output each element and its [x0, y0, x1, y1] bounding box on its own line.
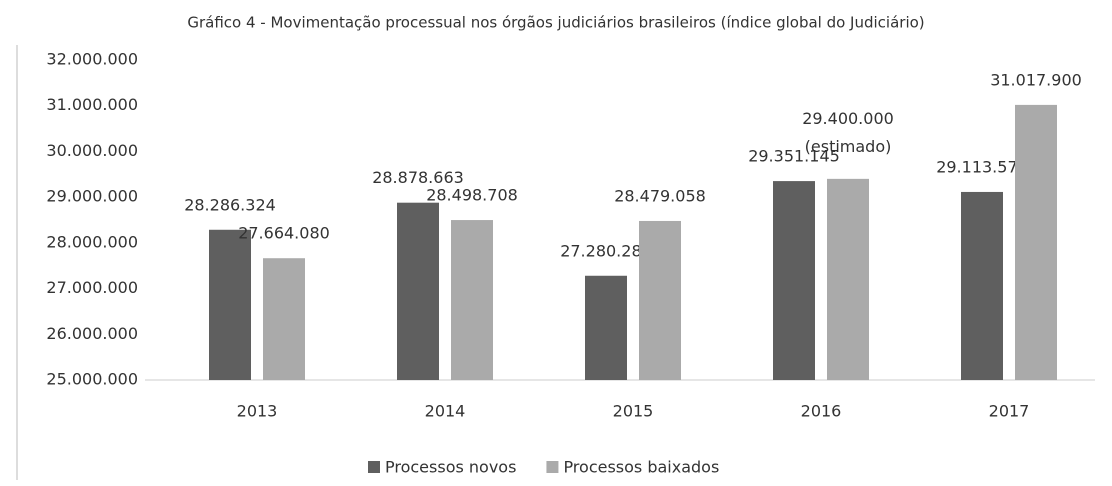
bar	[397, 202, 439, 380]
data-label-line: 29.400.000	[802, 108, 894, 127]
x-tick-label: 2016	[801, 402, 842, 421]
bar	[639, 220, 681, 380]
data-label: 29.351.145	[748, 147, 840, 166]
data-label: 27.664.080	[238, 224, 330, 243]
data-label: 27.280.287	[560, 241, 652, 260]
legend-swatch	[546, 461, 559, 473]
data-label: 28.479.058	[614, 186, 706, 205]
bar	[209, 229, 251, 380]
x-tick-label: 2013	[237, 402, 278, 421]
legend-label: Processos baixados	[563, 458, 719, 477]
data-label-line: (estimado)	[805, 136, 892, 155]
data-label: 29.400.000 (estimado)	[802, 108, 894, 155]
bar	[1015, 104, 1057, 381]
y-tick-label: 32.000.000	[46, 50, 138, 69]
y-tick-label: 28.000.000	[46, 232, 138, 251]
y-tick-label: 30.000.000	[46, 141, 138, 160]
y-tick-label: 25.000.000	[46, 370, 138, 389]
bar	[773, 181, 815, 380]
data-label: 29.113.579	[936, 157, 1028, 176]
bar	[585, 275, 627, 380]
legend-label: Processos novos	[385, 458, 516, 477]
x-tick-label: 2015	[613, 402, 654, 421]
data-label: 28.286.324	[184, 195, 276, 214]
data-label: 28.878.663	[372, 168, 464, 187]
y-tick-label: 29.000.000	[46, 187, 138, 206]
y-tick-label: 27.000.000	[46, 278, 138, 297]
bar	[451, 220, 493, 380]
bar	[827, 178, 869, 380]
legend-swatch	[368, 461, 380, 473]
bar	[961, 191, 1003, 380]
x-tick-label: 2014	[425, 402, 466, 421]
chart-title: Gráfico 4 - Movimentação processual nos …	[187, 14, 924, 32]
data-label: 31.017.900	[990, 70, 1082, 89]
data-label: 28.498.708	[426, 186, 518, 205]
y-tick-label: 31.000.000	[46, 95, 138, 114]
x-tick-label: 2017	[989, 402, 1030, 421]
bar	[263, 258, 305, 380]
y-tick-label: 26.000.000	[46, 324, 138, 343]
